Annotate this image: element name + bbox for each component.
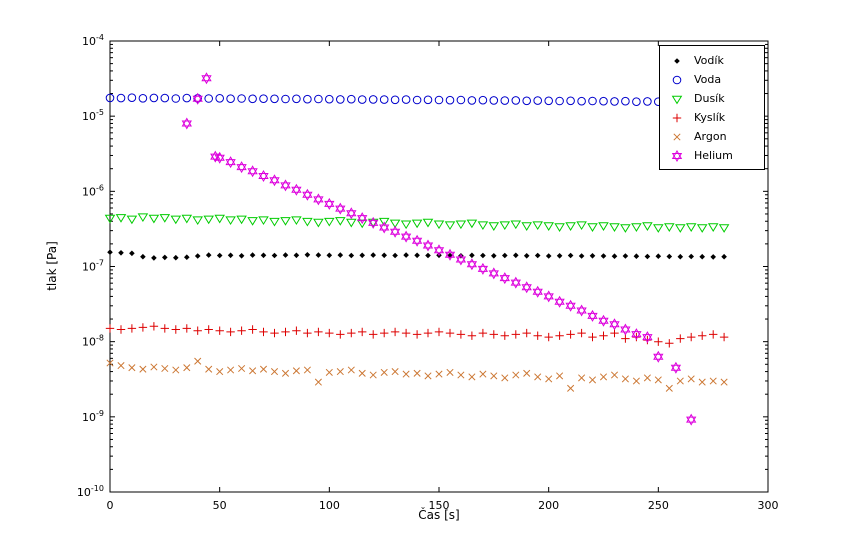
svg-text:10-7: 10-7 [82, 259, 104, 274]
legend-item-argon: Argon [660, 127, 764, 146]
x-marker-icon [660, 130, 694, 144]
svg-text:200: 200 [538, 499, 559, 512]
svg-text:10-9: 10-9 [82, 409, 104, 424]
svg-text:150: 150 [429, 499, 450, 512]
svg-text:50: 50 [213, 499, 227, 512]
legend-label: Voda [694, 73, 722, 86]
legend-label: Argon [694, 130, 727, 143]
legend-item-vodik: Vodík [660, 51, 764, 70]
svg-text:10-4: 10-4 [82, 33, 104, 48]
triangle-down-marker-icon [660, 92, 694, 106]
legend-label: Helium [694, 149, 733, 162]
legend: Vodík Voda Dusík Kyslík Argon Helium [659, 45, 765, 170]
hexagram-marker-icon [660, 149, 694, 163]
svg-text:10-10: 10-10 [77, 484, 104, 499]
legend-label: Vodík [694, 54, 724, 67]
legend-item-dusik: Dusík [660, 89, 764, 108]
svg-text:0: 0 [107, 499, 114, 512]
x-axis-label: Čas [s] [418, 508, 460, 522]
series-argon [106, 357, 728, 392]
legend-item-kyslik: Kyslík [660, 108, 764, 127]
svg-text:10-8: 10-8 [82, 334, 104, 349]
svg-text:10-5: 10-5 [82, 108, 104, 123]
series-dusik [104, 213, 730, 233]
plus-marker-icon [660, 111, 694, 125]
diamond-marker-icon [660, 54, 694, 68]
svg-text:250: 250 [648, 499, 669, 512]
circle-marker-icon [660, 73, 694, 87]
svg-text:300: 300 [758, 499, 779, 512]
legend-item-helium: Helium [660, 146, 764, 165]
series-kyslik [105, 322, 729, 348]
y-axis-label: tlak [Pa] [45, 241, 59, 291]
legend-item-voda: Voda [660, 70, 764, 89]
series-voda [105, 93, 729, 107]
svg-text:10-6: 10-6 [82, 183, 104, 198]
legend-label: Dusík [694, 92, 725, 105]
legend-label: Kyslík [694, 111, 726, 124]
svg-text:100: 100 [319, 499, 340, 512]
series-helium [181, 72, 697, 426]
series-vodik [107, 249, 727, 261]
